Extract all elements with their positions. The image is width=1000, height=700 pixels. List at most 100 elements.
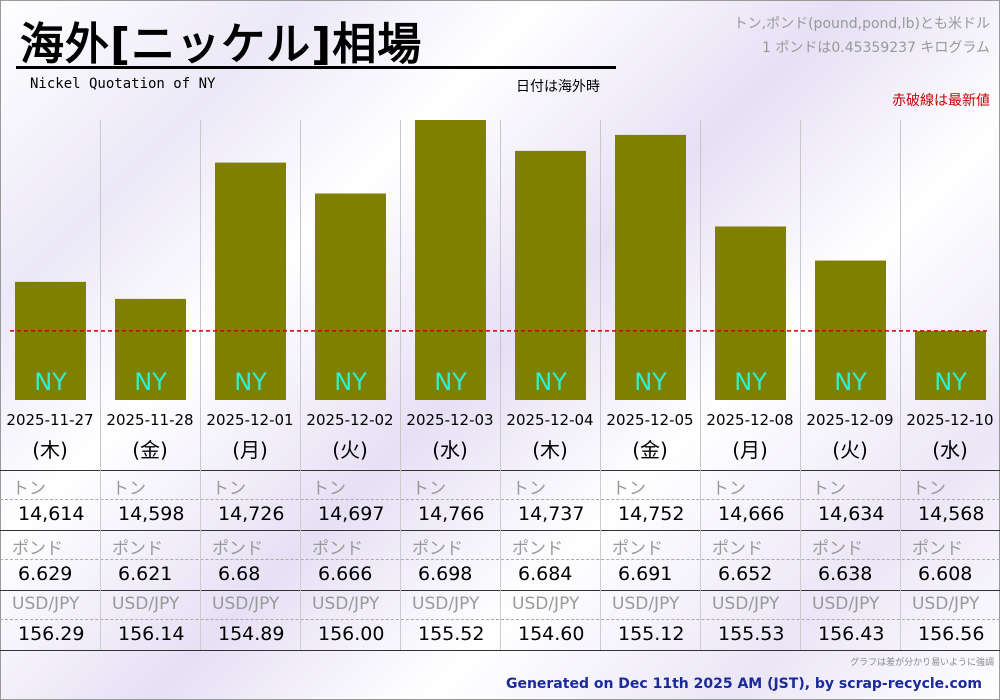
row-label-2: ポンド (712, 539, 763, 559)
weekday-label: (木) (532, 438, 568, 462)
row-label-3: USD/JPY (212, 594, 280, 614)
row-label-1: トン (212, 479, 246, 499)
footer-credit: Generated on Dec 11th 2025 AM (JST), by … (505, 676, 982, 692)
weekday-label: (金) (132, 438, 168, 462)
table-column-divider (800, 470, 801, 650)
row-label-2: ポンド (312, 539, 363, 559)
table-bottom-rule (0, 650, 1000, 651)
row-value: 14,697 (318, 503, 385, 525)
page-title: 海外[ニッケル]相場 (20, 19, 423, 70)
bar (315, 193, 386, 400)
x-tick-label: 2025-12-02 (306, 411, 393, 429)
weekday-label: (水) (932, 438, 968, 462)
weekday-label: (月) (732, 438, 768, 462)
row-value: 6.629 (18, 563, 73, 585)
row-label-3: USD/JPY (812, 594, 880, 614)
bar (415, 120, 486, 400)
row-value: 6.608 (918, 563, 973, 585)
row-label-2: ポンド (612, 539, 663, 559)
row-label-1: トン (12, 479, 46, 499)
bar-label: NY (434, 368, 467, 396)
table-column-divider (700, 470, 701, 650)
weekday-label: (金) (632, 438, 668, 462)
bar-label: NY (734, 368, 767, 396)
row-value: 156.56 (918, 623, 985, 645)
latest-value-note: 赤破線は最新値 (892, 93, 990, 109)
row-value: 14,634 (818, 503, 885, 525)
row-label-1: トン (312, 479, 346, 499)
row-value: 6.68 (218, 563, 261, 585)
nickel-bar-chart: NY 2025-11-27 (木) NY 2025-11-28 (金) NY 2025-12-… (6, 120, 994, 470)
subtitle: Nickel Quotation of NY (30, 76, 216, 92)
bar (915, 330, 986, 400)
x-tick-label: 2025-12-05 (606, 411, 693, 429)
row-label-1: トン (912, 479, 946, 499)
row-label-3: USD/JPY (312, 594, 380, 614)
weekday-label: (火) (332, 438, 368, 462)
row-label-3: USD/JPY (612, 594, 680, 614)
row-value: 6.621 (118, 563, 173, 585)
row-label-2: ポンド (812, 539, 863, 559)
bar-label: NY (834, 368, 867, 396)
row-label-3: USD/JPY (512, 594, 580, 614)
row-value: 155.52 (418, 623, 485, 645)
table-column-divider (200, 470, 201, 650)
x-tick-label: 2025-12-04 (506, 411, 593, 429)
weekday-label: (月) (232, 438, 268, 462)
row-value: 14,568 (918, 503, 985, 525)
row-value: 14,766 (418, 503, 485, 525)
row-value: 6.691 (618, 563, 673, 585)
row-value: 14,614 (18, 503, 85, 525)
row-label-1: トン (112, 479, 146, 499)
row-label-1: トン (612, 479, 646, 499)
bar (515, 150, 586, 400)
row-value: 14,598 (118, 503, 185, 525)
row-value: 6.698 (418, 563, 473, 585)
x-tick-label: 2025-12-09 (806, 411, 893, 429)
row-value: 156.00 (318, 623, 385, 645)
unit-note-line-2: 1 ポンドは0.45359237 キログラム (761, 40, 990, 56)
row-label-1: トン (812, 479, 846, 499)
unit-note-line-1: トン,ポンド(pound,pond,lb)とも米ドル (733, 16, 990, 32)
table-column-divider (500, 470, 501, 650)
table-column-divider (600, 470, 601, 650)
bar-label: NY (134, 368, 167, 396)
footnote: グラフは差が分かり易いように強調 (850, 658, 994, 668)
row-label-1: トン (712, 479, 746, 499)
row-value: 156.43 (818, 623, 885, 645)
row-value: 14,737 (518, 503, 585, 525)
row-value: 154.60 (518, 623, 585, 645)
row-value: 6.666 (318, 563, 373, 585)
unit-note: トン,ポンド(pound,pond,lb)とも米ドル 1 ポンドは0.45359… (734, 12, 990, 60)
row-value: 154.89 (218, 623, 285, 645)
table-column-divider (300, 470, 301, 650)
table-column-divider (100, 470, 101, 650)
row-label-2: ポンド (212, 539, 263, 559)
row-value: 14,666 (718, 503, 785, 525)
date-note: 日付は海外時 (516, 79, 600, 95)
row-label-2: ポンド (412, 539, 463, 559)
row-value: 155.53 (718, 623, 785, 645)
bar-label: NY (634, 368, 667, 396)
weekday-label: (火) (832, 438, 868, 462)
row-value: 155.12 (618, 623, 685, 645)
bar-label: NY (234, 368, 267, 396)
x-tick-label: 2025-12-01 (206, 411, 293, 429)
row-value: 156.29 (18, 623, 85, 645)
bar-label: NY (334, 368, 367, 396)
row-label-3: USD/JPY (712, 594, 780, 614)
bar (215, 162, 286, 400)
bar-label: NY (534, 368, 567, 396)
row-value: 14,752 (618, 503, 685, 525)
bar-label: NY (934, 368, 967, 396)
x-tick-label: 2025-11-27 (6, 411, 93, 429)
row-value: 6.638 (818, 563, 873, 585)
row-label-2: ポンド (912, 539, 963, 559)
weekday-label: (木) (32, 438, 68, 462)
row-label-2: ポンド (112, 539, 163, 559)
row-label-3: USD/JPY (912, 594, 980, 614)
table-column-divider (900, 470, 901, 650)
x-tick-label: 2025-12-08 (706, 411, 793, 429)
row-value: 6.652 (718, 563, 773, 585)
row-label-3: USD/JPY (112, 594, 180, 614)
